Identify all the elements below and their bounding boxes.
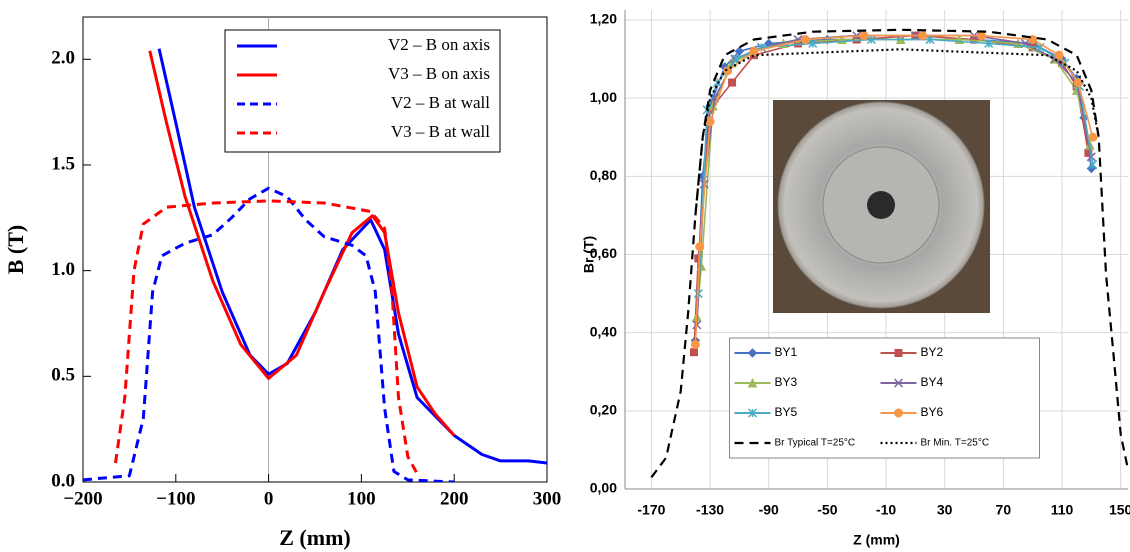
y-tick-label: 1,00	[590, 89, 617, 105]
marker	[747, 408, 758, 418]
legend-label: V3 – B on axis	[388, 64, 490, 83]
x-tick-label: −200	[63, 488, 102, 509]
right-chart: -170 -130 -90 -50 -10 30 70 110 150 0,00 0,20 0,40 0…	[581, 10, 1130, 548]
marker	[705, 117, 715, 127]
plot-frame	[82, 16, 548, 483]
marker	[1054, 50, 1064, 60]
y-tick-label: 0.0	[51, 470, 75, 491]
series-line	[148, 50, 456, 437]
marker	[730, 54, 740, 64]
y-tick-label: 0,20	[590, 402, 617, 418]
legend-label: BY4	[921, 375, 944, 389]
marker	[723, 66, 733, 76]
x-tick-label: 150	[1109, 502, 1130, 518]
y-tick-label: 0,00	[590, 480, 617, 496]
x-tick-label: -170	[637, 502, 665, 518]
series-line	[114, 199, 419, 475]
legend-box	[729, 337, 1040, 459]
legend-label: V2 – B on axis	[388, 35, 490, 54]
legend-label: BY5	[775, 405, 798, 419]
series-line	[157, 48, 547, 465]
legend-label: V2 – B at wall	[391, 93, 490, 112]
legend-label: BY6	[921, 405, 944, 419]
x-tick-label: -10	[876, 502, 896, 518]
x-tick-label: 100	[347, 488, 376, 509]
legend-label: BY3	[775, 375, 798, 389]
plot-lines	[83, 48, 547, 482]
y-tick-label: 0.5	[51, 365, 75, 386]
marker	[866, 35, 876, 45]
legend-label: Br Typical T=25°C	[775, 438, 856, 449]
x-tick-label: -90	[759, 502, 779, 518]
legend-label: V3 – B at wall	[391, 122, 490, 141]
y-tick-label: 2.0	[51, 48, 75, 69]
marker	[1088, 132, 1098, 142]
marker	[800, 35, 810, 45]
marker	[689, 348, 698, 357]
marker	[808, 38, 818, 48]
series-line	[83, 186, 455, 482]
marker	[728, 78, 737, 87]
y-axis-label: Br (T)	[581, 236, 597, 273]
plot-lines	[650, 28, 1128, 478]
x-tick-label: 70	[996, 502, 1012, 518]
marker	[859, 31, 869, 41]
y-tick-label: 0,60	[590, 245, 617, 261]
marker	[984, 38, 994, 48]
marker	[925, 35, 935, 45]
marker	[918, 31, 928, 41]
y-axis-label: B (T)	[3, 225, 28, 275]
y-tick-label: 1.0	[51, 259, 75, 280]
marker	[747, 348, 758, 358]
x-tick-label: 110	[1051, 502, 1074, 518]
legend-label: BY1	[775, 345, 798, 359]
x-tick-label: -130	[696, 502, 724, 518]
legend-label: Br Min. T=25°C	[921, 438, 990, 449]
marker	[976, 31, 986, 41]
photo-inset	[867, 191, 895, 219]
x-tick-label: 30	[937, 502, 953, 518]
y-tick-label: 1,20	[590, 11, 617, 27]
marker	[893, 378, 904, 388]
x-tick-label: 300	[533, 488, 562, 509]
marker	[747, 377, 758, 388]
marker	[894, 408, 903, 418]
x-axis-label: Z (mm)	[279, 525, 350, 550]
x-axis-label: Z (mm)	[853, 532, 900, 548]
marker	[894, 349, 903, 357]
y-tick-label: 0,40	[590, 323, 617, 339]
x-tick-label: -50	[817, 502, 837, 518]
left-chart: −200 −100 0 100 200 300 0.0 0.5 1.0 1.5 2.0 Z (mm) B…	[3, 16, 562, 550]
legend-label: BY2	[921, 345, 944, 359]
x-tick-label: 0	[264, 488, 274, 509]
x-tick-label: −100	[156, 488, 195, 509]
y-tick-label: 0,80	[590, 167, 617, 183]
y-tick-label: 1.5	[51, 153, 75, 174]
marker	[749, 46, 759, 56]
marker	[1073, 78, 1083, 88]
series-line	[650, 28, 1128, 478]
marker	[690, 339, 700, 349]
marker	[1088, 160, 1098, 170]
marker	[695, 242, 705, 252]
x-tick-label: 200	[440, 488, 469, 509]
series-line	[694, 48, 1100, 216]
